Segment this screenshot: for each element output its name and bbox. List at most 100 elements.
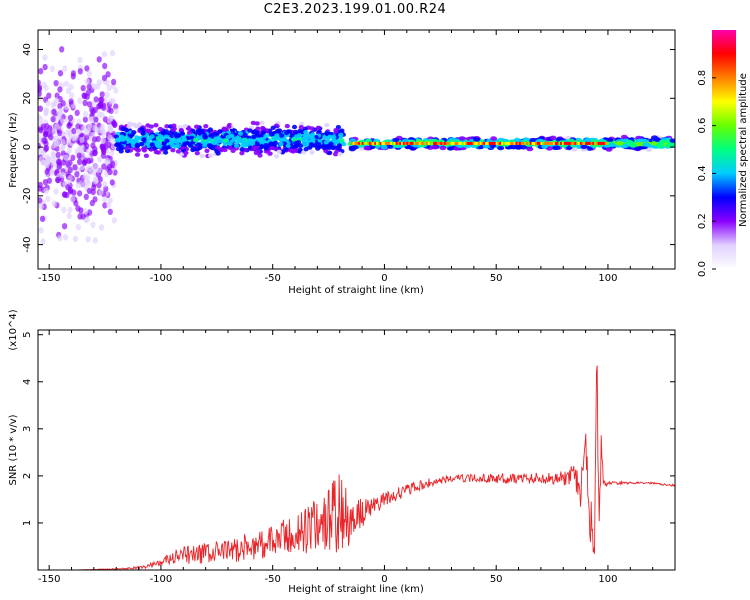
spectrogram-cell (321, 145, 327, 151)
spectrogram-cell (101, 74, 108, 82)
spectrogram-cell (267, 151, 273, 156)
spectrogram-y-axis-label: Frequency (Hz) (8, 112, 19, 188)
spectrogram-cell (75, 205, 81, 212)
spectrogram-cell (303, 147, 309, 152)
spectrogram-cell (546, 146, 553, 151)
spectrogram-cell (490, 136, 498, 141)
spectrogram-cell (182, 142, 188, 147)
spectrogram-peak-cell (368, 141, 371, 145)
spectrogram-cell (80, 84, 86, 92)
spectrogram-cell (134, 152, 141, 157)
spectrogram-cell (63, 154, 69, 161)
spectrogram-peak-cell (426, 141, 429, 145)
spectrogram-cell (85, 89, 91, 96)
spectrogram-cell (109, 137, 115, 144)
spectrogram-peak-cell (452, 141, 455, 145)
spectrogram-cell (334, 139, 340, 145)
spectrogram-cell (276, 149, 282, 154)
spectrogram-cell (92, 106, 98, 114)
spectrogram-cell (204, 148, 210, 153)
spectrogram-peak-cell (578, 141, 581, 145)
spectrogram-cell (284, 123, 290, 129)
spectrogram-cell (78, 147, 84, 154)
spectrogram-peak-cell (468, 141, 472, 145)
spectrogram-cell (52, 128, 58, 135)
spectrogram-cell (40, 123, 47, 130)
spectrogram-cell (158, 135, 164, 140)
spectrogram-cell (65, 184, 71, 191)
spectrogram-cell (293, 134, 299, 139)
spectrogram-cell (203, 140, 209, 145)
spectrogram-cell (509, 144, 517, 150)
spectrogram-cell (38, 105, 43, 112)
spectrogram-peak-cell (574, 141, 577, 145)
spectrogram-cell (669, 138, 675, 143)
spectrogram-peak-cell (527, 141, 531, 145)
spectrogram-cell (301, 150, 307, 155)
spectrogram-cell (363, 145, 371, 151)
colorbar-gradient (712, 30, 736, 269)
spectrogram-cell (82, 116, 88, 123)
spectrogram-cell (77, 97, 83, 104)
spectrogram-cell (183, 150, 189, 156)
spectrogram-cell (77, 68, 83, 75)
spectrogram-cell (93, 116, 99, 123)
spectrogram-peak-cell (413, 141, 416, 145)
spectrogram-peak-cell (553, 141, 556, 145)
spectrogram-cell (223, 138, 229, 143)
spectrogram-peak-cell (570, 141, 573, 145)
spectrogram-cell (254, 121, 260, 126)
spectrogram-cell (102, 62, 108, 70)
spectrogram-cell (58, 145, 64, 152)
spectrogram-cell (327, 144, 334, 149)
spectrogram-cell (331, 134, 337, 140)
spectrogram-cell (254, 129, 260, 135)
spectrogram-cell (218, 148, 224, 153)
spectrogram-peak-cell (588, 141, 591, 145)
spectrogram-peak-cell (483, 141, 486, 145)
spectrogram-peak-cell (404, 141, 407, 145)
spectrogram-peak-cell (513, 141, 516, 145)
spectrogram-cell (620, 134, 628, 140)
spectrogram-cell (323, 140, 329, 145)
spectrogram-peak-cell (511, 141, 514, 145)
spectrogram-cell (57, 86, 63, 93)
snr-y-tick-label: 3 (22, 426, 33, 432)
spectrogram-cell (215, 139, 221, 144)
spectrogram-cell (65, 129, 71, 136)
spectrogram-peak-cell (581, 141, 584, 145)
spectrogram-peak-cell (481, 141, 484, 145)
spectrogram-x-tick-label: 100 (598, 273, 617, 284)
spectrogram-peak-cell (386, 141, 389, 145)
spectrogram-cell (608, 142, 616, 148)
spectrogram-cell (260, 130, 267, 135)
spectrogram-cell (43, 130, 49, 138)
spectrogram-peak-cell (586, 141, 590, 145)
spectrogram-cell (234, 135, 241, 141)
spectrogram-cell (96, 167, 102, 174)
spectrogram-peak-cell (488, 141, 491, 145)
spectrogram-cell (87, 116, 94, 123)
spectrogram-cell (277, 128, 283, 133)
spectrogram-cell (86, 70, 92, 78)
spectrogram-peak-cell (474, 141, 477, 145)
spectrogram-cell (68, 83, 74, 91)
spectrogram-peak-cell (402, 141, 405, 145)
spectrogram-peak-cell (567, 141, 570, 145)
spectrogram-peak-cell (374, 141, 377, 145)
spectrogram-x-tick-label: -50 (265, 273, 281, 284)
spectrogram-cell (192, 147, 198, 152)
spectrogram-cell (51, 108, 57, 116)
spectrogram-peak-cell (401, 141, 404, 145)
spectrogram-cell (90, 188, 96, 196)
spectrogram-cell (66, 122, 72, 129)
spectrogram-cell (316, 129, 322, 135)
spectrogram-frame (37, 29, 676, 270)
spectrogram-peak-cell (558, 141, 561, 145)
spectrogram-cell (315, 125, 321, 130)
spectrogram-cell (101, 142, 107, 149)
spectrogram-cell (38, 185, 43, 192)
spectrogram-peak-cell (408, 141, 411, 145)
colorbar-tick-label: 0.6 (697, 118, 708, 134)
snr-x-tick-label: -100 (150, 574, 173, 585)
